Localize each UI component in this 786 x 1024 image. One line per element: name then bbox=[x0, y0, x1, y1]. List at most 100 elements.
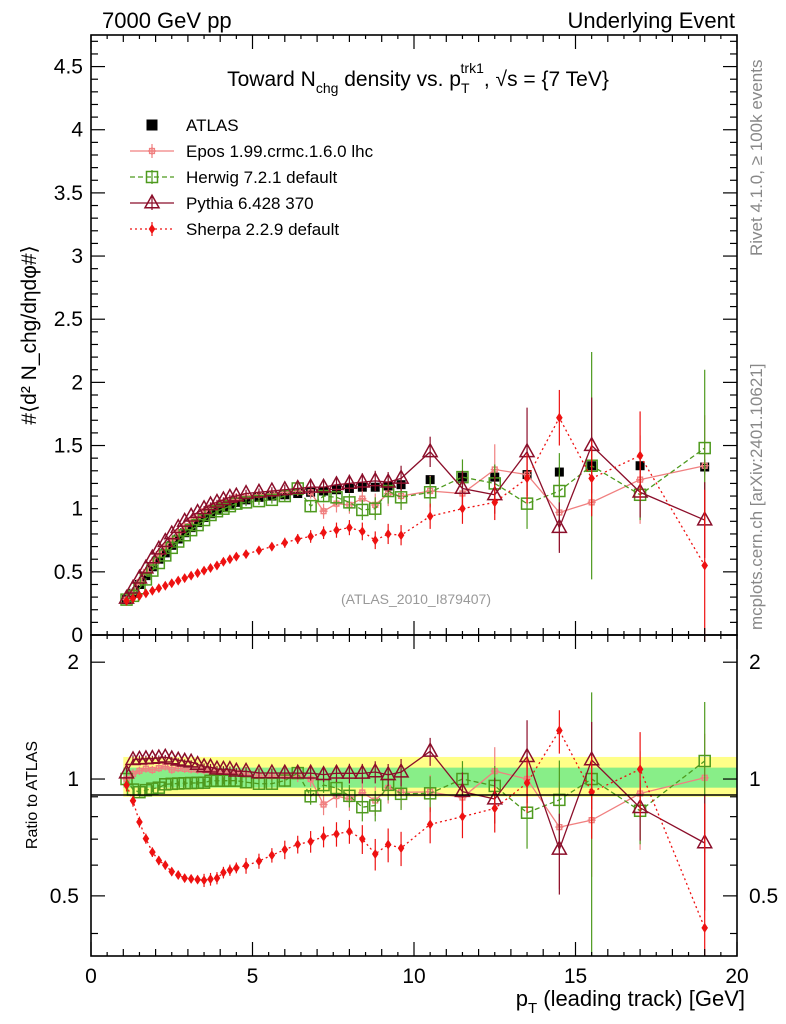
point-4-22 bbox=[294, 534, 302, 544]
point-4-30 bbox=[397, 530, 405, 541]
title-sub-chg: chg bbox=[316, 80, 339, 96]
ratio-point-4-23 bbox=[307, 836, 314, 847]
ratio-point-4-38 bbox=[701, 922, 708, 933]
ratio-point-4-16 bbox=[226, 865, 234, 876]
point-3-32 bbox=[454, 479, 471, 495]
ratio-y-tick-label: 0.5 bbox=[50, 885, 79, 908]
ratio-point-2-27 bbox=[356, 800, 369, 814]
point-0-11 bbox=[193, 518, 203, 528]
point-4-11 bbox=[194, 568, 201, 579]
header-right: Underlying Event bbox=[567, 8, 735, 33]
main-plot-data bbox=[118, 352, 713, 642]
legend-entry-2: Herwig 7.2.1 default bbox=[130, 168, 337, 187]
ratio-point-2-11 bbox=[191, 776, 204, 790]
ratio-point-3-32 bbox=[454, 782, 471, 798]
ratio-point-1-3 bbox=[141, 764, 150, 773]
ratio-point-3-18 bbox=[237, 761, 255, 777]
point-3-27 bbox=[354, 472, 371, 488]
point-2-28 bbox=[368, 502, 382, 515]
header-left: 7000 GeV pp bbox=[102, 8, 232, 33]
ratio-point-4-7 bbox=[168, 866, 176, 877]
point-4-28 bbox=[371, 535, 379, 546]
title-sup-trk1: trk1 bbox=[461, 60, 485, 76]
point-4-13 bbox=[207, 563, 214, 574]
ratio-point-3-30 bbox=[392, 762, 410, 778]
ratio-point-3-19 bbox=[250, 763, 268, 779]
point-4-12 bbox=[200, 565, 208, 576]
x-tick-label: 15 bbox=[564, 965, 587, 988]
ratio-point-4-29 bbox=[384, 839, 392, 850]
legend-entry-1: Epos 1.99.crmc.1.6.0 lhc bbox=[130, 142, 374, 161]
ratio-point-2-4 bbox=[146, 782, 159, 795]
point-4-1 bbox=[129, 593, 137, 604]
series-0-main bbox=[122, 459, 710, 605]
ratio-y-tick-label-right: 2 bbox=[749, 651, 761, 674]
chart-title: Toward Nchg density vs. pTtrk1, √s = {7 … bbox=[227, 60, 609, 96]
point-3-3 bbox=[137, 558, 155, 574]
y-tick-label: 0.5 bbox=[54, 561, 83, 584]
ratio-y-tick-label: 1 bbox=[67, 768, 79, 791]
ratio-point-4-8 bbox=[174, 870, 182, 881]
point-4-35 bbox=[556, 412, 563, 423]
point-3-5 bbox=[150, 539, 168, 555]
y-tick-label: 4 bbox=[71, 119, 83, 142]
point-3-10 bbox=[182, 506, 200, 522]
x-tick-label: 5 bbox=[247, 965, 259, 988]
ratio-point-4-14 bbox=[213, 873, 221, 884]
x-tick-label: 0 bbox=[85, 965, 97, 988]
ratio-point-4-34 bbox=[523, 778, 531, 789]
legend-label-1: Epos 1.99.crmc.1.6.0 lhc bbox=[186, 142, 374, 161]
ratio-point-4-20 bbox=[268, 850, 276, 861]
point-2-15 bbox=[217, 502, 230, 515]
point-3-13 bbox=[202, 495, 219, 511]
point-3-12 bbox=[195, 499, 213, 515]
xlabel-sub: T bbox=[528, 1000, 537, 1017]
ratio-point-4-26 bbox=[346, 826, 353, 837]
legend-marker-2 bbox=[145, 170, 159, 184]
ratio-point-3-20 bbox=[263, 763, 281, 779]
x-tick-label: 20 bbox=[725, 965, 748, 988]
ratio-point-3-26 bbox=[341, 763, 358, 779]
ratio-point-1-2 bbox=[135, 766, 144, 775]
point-3-23 bbox=[302, 477, 319, 493]
ratio-point-3-24 bbox=[315, 765, 332, 781]
series-2-ratio bbox=[120, 692, 711, 956]
point-4-33 bbox=[491, 497, 499, 508]
axis-ticks: 0 5 10 15 20 0 0.5 1 1.5 2 2.5 3 3.5 4 4.5 0.5 0.5 1 1 2 2 bbox=[50, 35, 778, 988]
ratio-point-4-12 bbox=[200, 875, 208, 886]
title-mid: density vs. p bbox=[338, 68, 461, 91]
point-2-6 bbox=[159, 549, 172, 562]
y-tick-label: 0 bbox=[71, 624, 83, 647]
point-4-25 bbox=[333, 525, 340, 536]
point-4-27 bbox=[359, 526, 366, 537]
y-axis-label: #⟨d² N_chg/dηdφ#⟩ bbox=[18, 245, 41, 424]
point-3-19 bbox=[250, 482, 268, 498]
ratio-point-3-28 bbox=[366, 762, 384, 778]
point-2-30 bbox=[394, 491, 408, 504]
point-4-0 bbox=[123, 595, 130, 606]
point-0-10 bbox=[186, 523, 196, 533]
point-2-38 bbox=[698, 441, 711, 455]
point-3-6 bbox=[157, 532, 174, 548]
ratio-point-3-0 bbox=[118, 763, 135, 779]
ratio-point-3-5 bbox=[150, 748, 168, 764]
point-4-29 bbox=[384, 528, 392, 539]
point-2-31 bbox=[423, 486, 437, 499]
point-3-24 bbox=[315, 477, 332, 493]
ratio-point-4-30 bbox=[397, 843, 405, 854]
point-0-5 bbox=[154, 554, 164, 564]
series-3-ratio bbox=[118, 720, 713, 911]
legend-marker-0 bbox=[146, 119, 158, 131]
legend: ATLAS Epos 1.99.crmc.1.6.0 lhc Herwig 7.2.… bbox=[130, 116, 374, 239]
ratio-point-1-4 bbox=[148, 765, 157, 774]
point-3-16 bbox=[221, 487, 239, 503]
point-4-9 bbox=[181, 573, 188, 584]
ratio-point-4-22 bbox=[294, 839, 302, 850]
point-3-26 bbox=[341, 474, 358, 489]
ratio-point-3-21 bbox=[276, 763, 294, 779]
ratio-point-4-25 bbox=[333, 828, 340, 839]
point-4-4 bbox=[149, 585, 156, 596]
point-4-15 bbox=[220, 556, 227, 567]
ratio-point-2-25 bbox=[330, 781, 343, 795]
y-tick-label: 1.5 bbox=[54, 435, 83, 458]
